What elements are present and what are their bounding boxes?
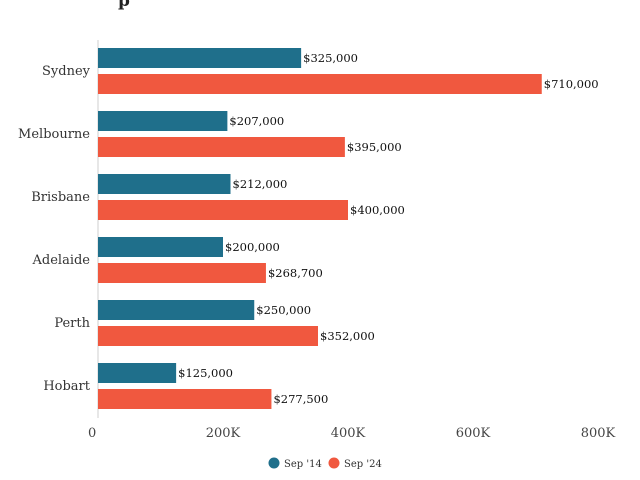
chart-title-fragment: p — [118, 0, 130, 11]
data-label-sydney-sep-24: $710,000 — [544, 77, 599, 91]
bars-layer: $325,000 $710,000 $207,000 $395,000 $212,000… — [98, 48, 599, 409]
bar-hobart-sep-14 — [98, 363, 177, 383]
data-label-melbourne-sep-24: $395,000 — [347, 140, 402, 154]
data-label-melbourne-sep-14: $207,000 — [229, 114, 284, 128]
bar-melbourne-sep-14 — [98, 111, 228, 131]
legend-label-sep-14: Sep '14 — [284, 459, 322, 470]
legend: Sep '14 Sep '24 — [268, 457, 382, 470]
x-tick-400k: 400K — [331, 426, 366, 441]
bar-brisbane-sep-24 — [98, 200, 348, 220]
x-tick-800k: 800K — [581, 426, 616, 441]
x-tick-0: 0 — [88, 426, 96, 441]
bar-sydney-sep-24 — [98, 74, 542, 94]
bar-adelaide-sep-24 — [98, 263, 266, 283]
data-label-hobart-sep-24: $277,500 — [273, 392, 328, 406]
bar-melbourne-sep-24 — [98, 137, 345, 157]
legend-swatch-sep-14 — [268, 457, 280, 469]
category-label-brisbane: Brisbane — [31, 190, 90, 205]
x-tick-600k: 600K — [456, 426, 491, 441]
x-tick-200k: 200K — [206, 426, 241, 441]
bar-perth-sep-14 — [98, 300, 255, 320]
data-label-hobart-sep-14: $125,000 — [178, 366, 233, 380]
bar-hobart-sep-24 — [98, 389, 272, 409]
category-label-melbourne: Melbourne — [18, 127, 90, 142]
bar-perth-sep-24 — [98, 326, 318, 346]
bar-sydney-sep-14 — [98, 48, 302, 68]
category-label-sydney: Sydney — [42, 64, 91, 79]
data-label-adelaide-sep-24: $268,700 — [268, 266, 323, 280]
data-label-sydney-sep-14: $325,000 — [303, 51, 358, 65]
data-label-perth-sep-14: $250,000 — [256, 303, 311, 317]
bar-brisbane-sep-14 — [98, 174, 231, 194]
data-label-perth-sep-24: $352,000 — [320, 329, 375, 343]
data-label-brisbane-sep-14: $212,000 — [233, 177, 288, 191]
x-tick-labels: 0 200K 400K 600K 800K — [88, 426, 616, 441]
category-label-adelaide: Adelaide — [32, 253, 91, 268]
category-label-perth: Perth — [54, 316, 90, 331]
bar-adelaide-sep-14 — [98, 237, 223, 257]
data-label-adelaide-sep-14: $200,000 — [225, 240, 280, 254]
category-labels: Sydney Melbourne Brisbane Adelaide Perth Hoba… — [18, 64, 91, 394]
category-label-hobart: Hobart — [43, 379, 90, 394]
data-label-brisbane-sep-24: $400,000 — [350, 203, 405, 217]
legend-swatch-sep-24 — [328, 457, 340, 469]
legend-label-sep-24: Sep '24 — [344, 459, 382, 470]
